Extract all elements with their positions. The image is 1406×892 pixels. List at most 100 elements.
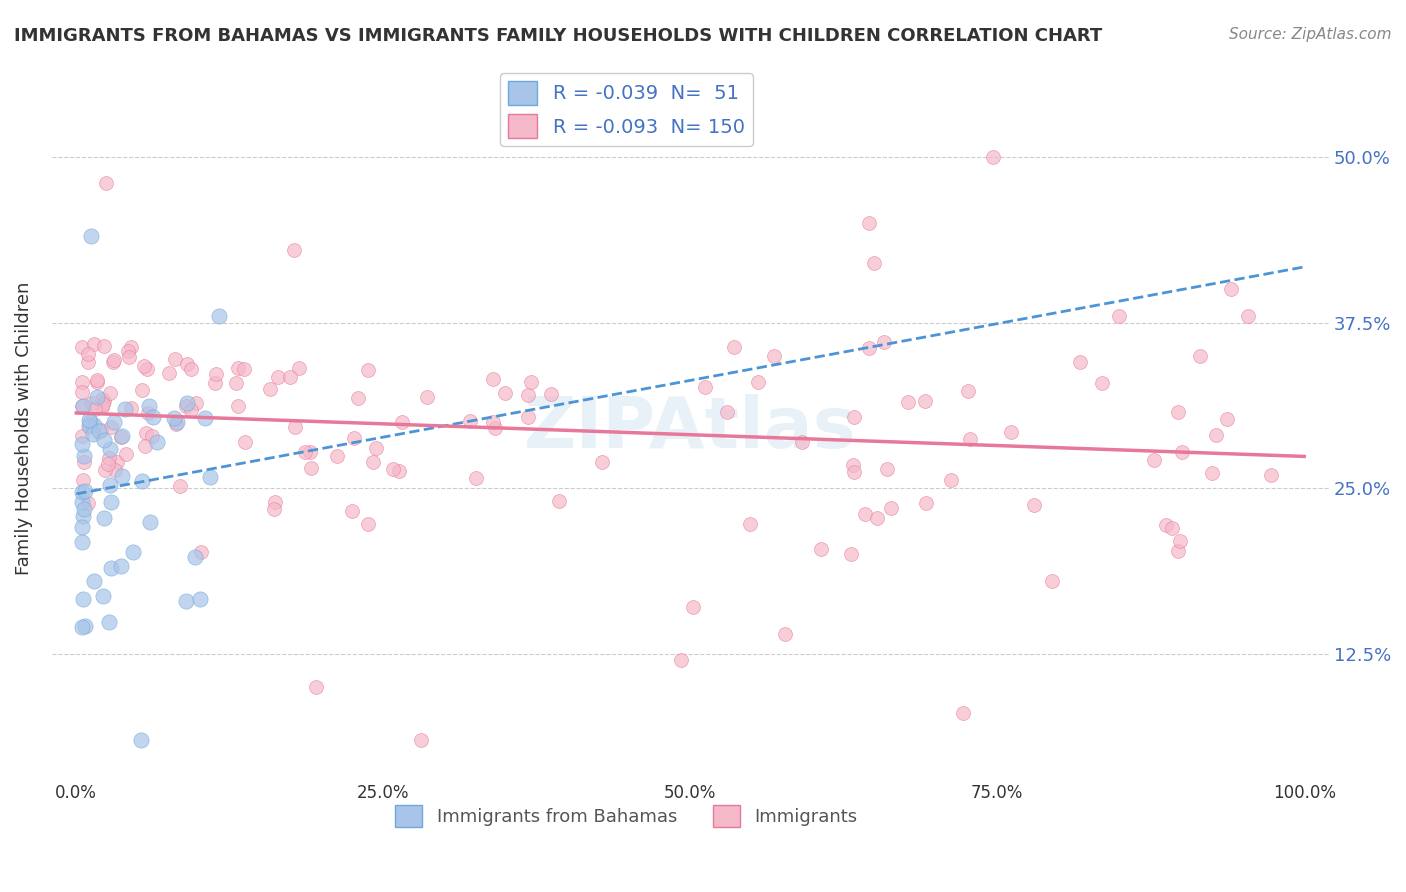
Point xyxy=(190,592,212,607)
Point xyxy=(138,399,160,413)
Point xyxy=(166,415,188,429)
Point xyxy=(132,359,155,373)
Point xyxy=(73,449,96,463)
Point xyxy=(747,375,769,389)
Point xyxy=(72,495,94,509)
Point xyxy=(738,516,761,531)
Point xyxy=(669,653,692,667)
Point xyxy=(174,400,197,414)
Point xyxy=(83,418,105,433)
Point xyxy=(1215,412,1237,426)
Point xyxy=(98,615,121,629)
Point xyxy=(110,559,132,574)
Point xyxy=(880,500,903,515)
Point xyxy=(482,372,505,386)
Point xyxy=(90,400,112,414)
Point xyxy=(146,435,169,450)
Point xyxy=(72,509,94,524)
Point xyxy=(87,425,110,439)
Point xyxy=(915,496,938,510)
Point xyxy=(1160,521,1182,535)
Point xyxy=(77,413,100,427)
Point xyxy=(93,511,115,525)
Point xyxy=(259,382,281,396)
Point xyxy=(76,496,98,510)
Point xyxy=(484,421,506,435)
Point xyxy=(548,494,571,508)
Point xyxy=(839,548,862,562)
Point xyxy=(73,455,96,469)
Point xyxy=(194,411,217,425)
Point xyxy=(299,445,322,459)
Point xyxy=(103,415,125,429)
Point xyxy=(343,431,366,445)
Point xyxy=(76,355,98,369)
Point xyxy=(90,423,112,437)
Point xyxy=(98,386,121,401)
Point xyxy=(190,545,212,559)
Point xyxy=(267,369,290,384)
Point xyxy=(72,399,94,413)
Text: ZIPAtlas: ZIPAtlas xyxy=(524,394,856,463)
Point xyxy=(82,427,104,442)
Point xyxy=(111,429,134,443)
Point xyxy=(100,561,122,575)
Point xyxy=(97,457,120,471)
Point xyxy=(180,402,202,417)
Point xyxy=(90,392,112,407)
Point xyxy=(75,483,97,498)
Point xyxy=(120,401,142,416)
Point xyxy=(516,388,538,402)
Point xyxy=(1168,534,1191,549)
Point xyxy=(959,432,981,446)
Point xyxy=(93,338,115,352)
Point xyxy=(83,574,105,588)
Point xyxy=(93,394,115,409)
Point xyxy=(204,376,226,390)
Point xyxy=(326,450,349,464)
Point xyxy=(1201,466,1223,480)
Point xyxy=(72,437,94,451)
Point xyxy=(1236,309,1258,323)
Point xyxy=(208,309,231,323)
Point xyxy=(157,366,180,380)
Point xyxy=(280,370,302,384)
Point xyxy=(72,535,94,549)
Point xyxy=(866,511,889,525)
Point xyxy=(763,349,786,363)
Point xyxy=(174,594,197,608)
Point xyxy=(481,415,503,429)
Point xyxy=(356,516,378,531)
Point xyxy=(458,414,481,428)
Point xyxy=(131,474,153,488)
Point xyxy=(1000,425,1022,439)
Point xyxy=(844,465,866,479)
Point xyxy=(1040,574,1063,588)
Point xyxy=(1167,543,1189,558)
Point xyxy=(842,410,865,425)
Point xyxy=(72,399,94,413)
Point xyxy=(853,508,876,522)
Point xyxy=(136,406,159,420)
Text: IMMIGRANTS FROM BAHAMAS VS IMMIGRANTS FAMILY HOUSEHOLDS WITH CHILDREN CORRELATIO: IMMIGRANTS FROM BAHAMAS VS IMMIGRANTS FA… xyxy=(14,27,1102,45)
Point xyxy=(184,549,207,564)
Point xyxy=(723,340,745,354)
Point xyxy=(72,520,94,534)
Point xyxy=(897,395,920,409)
Point xyxy=(409,732,432,747)
Point xyxy=(86,373,108,387)
Point xyxy=(93,433,115,447)
Point xyxy=(94,463,117,477)
Point xyxy=(165,417,187,431)
Point xyxy=(120,340,142,354)
Point xyxy=(287,360,309,375)
Point xyxy=(361,455,384,469)
Point xyxy=(103,353,125,368)
Point xyxy=(73,619,96,633)
Point xyxy=(135,425,157,440)
Point xyxy=(142,409,165,424)
Point xyxy=(233,435,256,450)
Point xyxy=(305,680,328,694)
Point xyxy=(1205,428,1227,442)
Point xyxy=(391,415,413,429)
